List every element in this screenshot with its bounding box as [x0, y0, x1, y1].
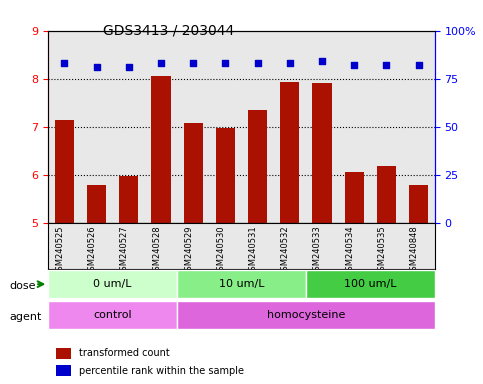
Text: 100 um/L: 100 um/L	[344, 279, 397, 289]
Point	[157, 60, 165, 66]
Bar	[56, 365, 71, 376]
Bar	[377, 166, 396, 223]
Point	[286, 60, 294, 66]
FancyBboxPatch shape	[177, 301, 435, 329]
Bar	[344, 172, 364, 223]
Point	[254, 60, 261, 66]
Text: GSM240525: GSM240525	[56, 225, 64, 276]
Text: GSM240528: GSM240528	[152, 225, 161, 276]
Text: transformed count: transformed count	[79, 348, 170, 358]
Text: dose: dose	[10, 281, 36, 291]
Text: GSM240529: GSM240529	[184, 225, 193, 276]
FancyBboxPatch shape	[177, 270, 306, 298]
Point	[383, 62, 390, 68]
Bar	[119, 176, 139, 223]
Text: GSM240526: GSM240526	[87, 225, 97, 276]
Point	[93, 64, 100, 70]
Bar	[280, 82, 299, 223]
Text: GSM240527: GSM240527	[120, 225, 129, 276]
Point	[222, 60, 229, 66]
Text: GSM240534: GSM240534	[345, 225, 354, 276]
Point	[60, 60, 68, 66]
Text: GSM240533: GSM240533	[313, 225, 322, 276]
Text: 10 um/L: 10 um/L	[219, 279, 264, 289]
Bar	[87, 185, 106, 223]
Point	[318, 58, 326, 65]
Point	[415, 62, 423, 68]
Bar	[216, 127, 235, 223]
Bar	[409, 185, 428, 223]
Point	[189, 60, 197, 66]
Text: GSM240531: GSM240531	[249, 225, 257, 276]
FancyBboxPatch shape	[306, 270, 435, 298]
Bar	[55, 119, 74, 223]
Text: percentile rank within the sample: percentile rank within the sample	[79, 366, 244, 376]
FancyBboxPatch shape	[48, 301, 177, 329]
Text: control: control	[93, 310, 132, 320]
Text: homocysteine: homocysteine	[267, 310, 345, 320]
Point	[125, 64, 133, 70]
Bar	[151, 76, 170, 223]
Text: agent: agent	[10, 312, 42, 322]
Bar	[248, 110, 267, 223]
Point	[350, 62, 358, 68]
Text: GSM240530: GSM240530	[216, 225, 226, 276]
Text: GSM240535: GSM240535	[377, 225, 386, 276]
FancyBboxPatch shape	[48, 270, 177, 298]
Bar	[313, 83, 332, 223]
Text: GDS3413 / 203044: GDS3413 / 203044	[103, 23, 235, 37]
Bar	[56, 348, 71, 359]
Bar	[184, 123, 203, 223]
Text: 0 um/L: 0 um/L	[93, 279, 132, 289]
Text: GSM240532: GSM240532	[281, 225, 290, 276]
Text: GSM240848: GSM240848	[410, 225, 419, 276]
